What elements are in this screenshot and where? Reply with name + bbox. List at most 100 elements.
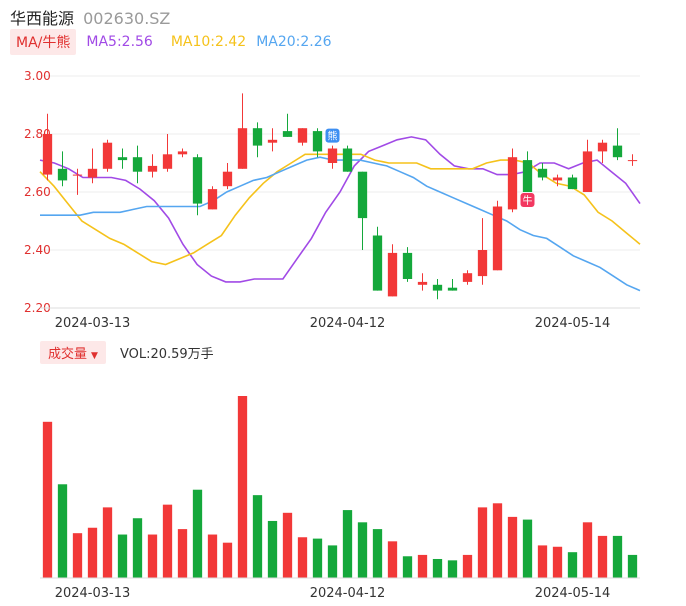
price-tick-label: 2.20 [24,301,51,315]
ma10-label: MA10:2.42 [170,34,247,50]
volume-bar [612,535,623,578]
candle-body [312,131,323,152]
candle-body [582,151,593,192]
candle-body [297,128,308,143]
candle-body [252,128,263,146]
volume-bar [87,527,98,578]
volume-bar [492,503,503,578]
candle-body [447,287,458,291]
volume-bar [567,552,578,578]
volume-bar [147,534,158,578]
stock-name: 华西能源 [10,9,75,28]
candle-body [567,177,578,190]
volume-bar [42,421,53,578]
candle-body [462,273,473,282]
candle-body [507,157,518,210]
ma5-label: MA5:2.56 [86,34,153,50]
bear-marker-icon-label: 熊 [328,130,338,143]
volume-bar [447,560,458,578]
price-tick-label: 3.00 [24,69,51,83]
volume-bar [222,542,233,578]
candle-body [207,189,218,210]
volume-date-tick-label: 2024-04-12 [310,586,386,601]
volume-bar [177,529,188,578]
volume-bar [477,507,488,578]
volume-bar [117,534,128,578]
ma20-label: MA20:2.26 [256,34,332,50]
ma-line-ma5 [39,136,641,283]
ma-line-ma20 [40,156,641,292]
volume-bar [102,507,113,578]
candle-body [327,148,338,163]
volume-bar [372,529,383,578]
candle-body [627,160,638,162]
volume-bar [282,512,293,578]
volume-legend: 成交量 ▼ VOL:20.59万手 [40,340,214,364]
candle-body [237,128,248,169]
date-tick-label: 2024-04-12 [310,316,386,331]
candle-body [102,142,113,169]
ma-toggle-button[interactable]: MA/牛熊 [10,29,77,55]
volume-bar [522,519,533,578]
candle-body [162,154,173,169]
volume-indicator-label: 成交量 [48,346,88,362]
volume-bar [237,396,248,578]
candle-body [42,134,53,175]
volume-date-tick-label: 2024-03-13 [55,586,131,601]
volume-bar [207,534,218,578]
bear-marker-icon [325,128,340,143]
candle-body [132,157,143,172]
volume-bar [582,522,593,578]
volume-bar [627,554,638,578]
candle-body [192,157,203,204]
candle-body [57,168,68,181]
volume-date-tick-label: 2024-05-14 [535,586,611,601]
candle-body [222,171,233,187]
candle-body [147,165,158,172]
volume-bar [552,546,563,578]
volume-bar [252,495,263,578]
ma-legend: MA/牛熊 MA5:2.56 MA10:2.42 MA20:2.26 [10,29,332,55]
volume-bar [357,522,368,578]
candle-body [117,157,128,161]
candle-body [267,139,278,143]
volume-bar [132,518,143,578]
volume-bar [57,484,68,578]
volume-bar [537,545,548,578]
volume-bar [192,489,203,578]
volume-bar [162,504,173,578]
candle-body [402,252,413,279]
volume-bar [327,545,338,578]
candle-body [372,235,383,291]
volume-bar [312,538,323,578]
volume-bar [72,533,83,578]
price-tick-label: 2.60 [24,185,51,199]
candle-body [282,131,293,137]
volume-bar [387,541,398,578]
caret-down-icon: ▼ [91,350,98,361]
candle-body [432,284,443,291]
volume-bar [462,554,473,578]
date-tick-label: 2024-03-13 [55,316,131,331]
bull-marker-icon [520,193,535,207]
candle-body [342,148,353,172]
candle-body [492,206,503,271]
candle-body [522,160,533,192]
bull-marker-icon-label: 牛 [523,194,533,207]
volume-bar [507,516,518,578]
volume-value: VOL:20.59万手 [119,346,214,362]
stock-code: 002630.SZ [83,9,171,28]
volume-indicator-button[interactable]: 成交量 ▼ [40,340,106,364]
candle-body [552,177,563,181]
volume-bar [267,520,278,578]
candle-body [72,174,83,176]
candle-body [537,168,548,178]
candle-body [417,281,428,285]
volume-bar [432,558,443,578]
candle-body [387,252,398,297]
date-tick-label: 2024-05-14 [535,316,611,331]
candle-body [597,142,608,152]
candle-body [477,250,488,277]
candle-body [177,151,188,155]
